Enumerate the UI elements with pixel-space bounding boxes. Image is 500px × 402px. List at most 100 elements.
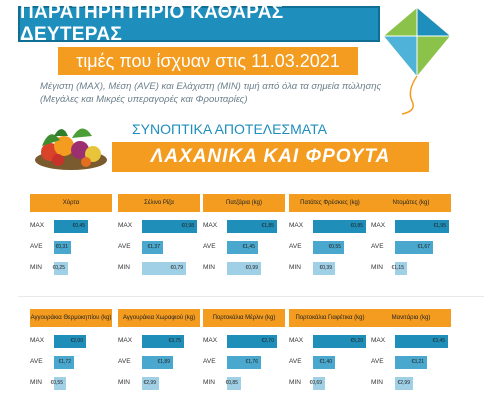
price-bar-max: €5,20 [313, 335, 366, 348]
price-bar-min: €2,99 [395, 377, 413, 390]
row-label: AVE [30, 243, 43, 250]
price-row-max: MAX €0,98 [118, 220, 200, 233]
price-bar-ave: €1,89 [142, 356, 173, 369]
price-value: €1,95 [433, 223, 446, 229]
price-value: €0,39 [319, 265, 332, 271]
row-label: AVE [203, 358, 216, 365]
price-bar-min: €1,15 [391, 262, 407, 275]
price-value: €0,85 [225, 380, 238, 386]
row-label: MIN [30, 379, 42, 386]
price-bar-max: €2,00 [54, 335, 86, 348]
row-label: AVE [203, 243, 216, 250]
row-label: MAX [203, 337, 218, 344]
price-panel: Πατάτες Φρέσκιες (kg) MAX €0,85 AVE €0,55 MIN… [289, 194, 371, 284]
row-label: AVE [118, 243, 131, 250]
price-value: €0,99 [245, 265, 258, 271]
price-panel: Μανιτάρια (kg) MAX €3,45 AVE €3,21 MIN €2,99 [371, 309, 451, 399]
price-row-max: MAX €0,85 [289, 220, 371, 233]
price-bar-ave: €1,67 [395, 241, 433, 254]
date-banner: τιμές που ίσχυαν στις 11.03.2021 [58, 47, 358, 75]
row-label: AVE [289, 358, 302, 365]
price-bar-ave: €3,21 [395, 356, 427, 369]
price-bar-min: €0,79 [142, 262, 186, 275]
price-row-ave: AVE €3,21 [371, 356, 451, 369]
price-panel: Σέλινο Ρίζα MAX €0,98 AVE €1,37 MIN €0,79 [118, 194, 200, 284]
price-row-min: MIN €2,99 [118, 377, 200, 390]
row-label: MAX [371, 337, 386, 344]
row-label: MIN [118, 379, 130, 386]
row-label: MAX [203, 222, 218, 229]
price-value: €5,20 [350, 338, 363, 344]
price-value: €1,37 [147, 244, 160, 250]
panel-title: Πορτοκάλια Γιαφέτικα (kg) [289, 309, 371, 327]
price-value: €1,89 [157, 359, 170, 365]
price-row-min: MIN €2,99 [371, 377, 451, 390]
price-bar-max: €0,98 [142, 220, 197, 233]
row-label: AVE [371, 358, 384, 365]
price-value: €0,45 [72, 223, 85, 229]
panel-title: Αγγουράκια Χωραφιού (kg) [118, 309, 200, 327]
price-row-ave: AVE €1,72 [30, 356, 112, 369]
price-value: €0,85 [350, 223, 363, 229]
price-value: €0,55 [50, 380, 63, 386]
row-label: AVE [118, 358, 131, 365]
price-panel: Ντομάτες (kg) MAX €1,95 AVE €1,67 MIN €1,15 [371, 194, 451, 284]
price-value: €3,75 [168, 338, 181, 344]
price-bar-ave: €1,76 [227, 356, 261, 369]
price-row-min: MIN €0,55 [30, 377, 112, 390]
price-value: €1,85 [261, 223, 274, 229]
price-row-max: MAX €5,20 [289, 335, 371, 348]
price-bar-ave: €1,40 [313, 356, 335, 369]
row-label: MAX [30, 222, 45, 229]
price-bar-ave: €1,45 [227, 241, 258, 254]
price-value: €2,00 [70, 338, 83, 344]
price-value: €1,45 [242, 244, 255, 250]
price-row-max: MAX €3,75 [118, 335, 200, 348]
panel-title: Χόρτα [30, 194, 112, 212]
price-bar-max: €0,45 [54, 220, 88, 233]
price-bar-max: €3,75 [142, 335, 184, 348]
price-value: €2,99 [143, 380, 156, 386]
price-row-min: MIN €0,85 [203, 377, 285, 390]
row-label: MAX [118, 222, 133, 229]
price-bar-ave: €0,31 [54, 241, 71, 254]
vegetables-image [35, 128, 107, 170]
price-value: €1,40 [319, 359, 332, 365]
description-line-2: (Μεγάλες και Μικρές υπεραγορές και Φρουτ… [40, 94, 248, 105]
panel-title: Ντομάτες (kg) [371, 194, 451, 212]
row-label: AVE [371, 243, 384, 250]
row-label: AVE [289, 243, 302, 250]
row-label: MAX [289, 222, 304, 229]
price-value: €0,25 [52, 265, 65, 271]
category-banner: ΛΑΧΑΝΙΚΑ ΚΑΙ ΦΡΟΥΤΑ [112, 142, 429, 172]
price-panel: Πορτοκάλια Μέρλιν (kg) MAX €2,70 AVE €1,76 MI… [203, 309, 285, 399]
price-value: €1,67 [417, 244, 430, 250]
price-bar-min: €2,99 [142, 377, 159, 390]
price-bar-min: €0,39 [313, 262, 335, 275]
panel-title: Πορτοκάλια Μέρλιν (kg) [203, 309, 285, 327]
price-row-ave: AVE €1,40 [289, 356, 371, 369]
price-row-min: MIN €0,99 [203, 262, 285, 275]
row-label: MAX [371, 222, 386, 229]
price-bar-min: €0,85 [225, 377, 241, 390]
price-row-ave: AVE €0,31 [30, 241, 112, 254]
panel-title: Σέλινο Ρίζα [118, 194, 200, 212]
panel-title: Πατζάρια (kg) [203, 194, 285, 212]
row-label: MIN [30, 264, 42, 271]
row-label: MIN [203, 379, 215, 386]
price-row-max: MAX €2,70 [203, 335, 285, 348]
price-value: €2,70 [261, 338, 274, 344]
price-bar-min: €0,55 [50, 377, 66, 390]
price-row-ave: AVE €1,76 [203, 356, 285, 369]
price-row-ave: AVE €1,45 [203, 241, 285, 254]
row-label: MAX [289, 337, 304, 344]
price-row-ave: AVE €1,37 [118, 241, 200, 254]
price-value: €0,79 [170, 265, 183, 271]
price-bar-max: €1,85 [227, 220, 277, 233]
price-value: €1,76 [245, 359, 258, 365]
price-bar-ave: €1,37 [142, 241, 163, 254]
row-label: MIN [371, 379, 383, 386]
panel-title: Πατάτες Φρέσκιες (kg) [289, 194, 371, 212]
divider [18, 296, 484, 297]
price-row-min: MIN €0,25 [30, 262, 112, 275]
